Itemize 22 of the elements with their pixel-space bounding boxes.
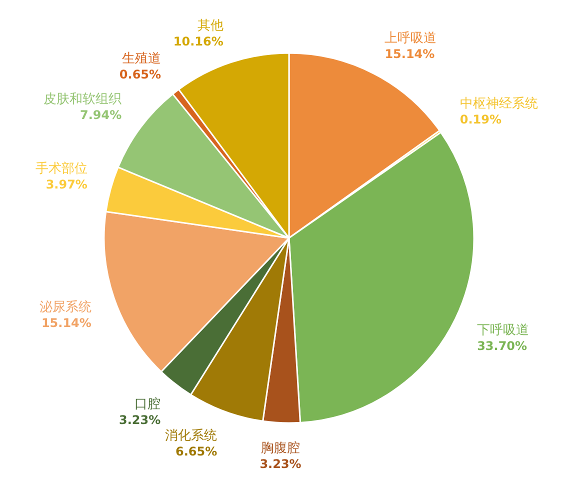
- slice-label: 手术部位: [35, 162, 88, 177]
- slice-label: 消化系统: [165, 428, 218, 444]
- data-label: 0.65%: [119, 68, 162, 82]
- data-label: 15.14%: [384, 47, 435, 62]
- slice-label: 泌尿系统: [39, 300, 92, 316]
- slice-label: 其他: [197, 18, 224, 34]
- data-label: 7.94%: [80, 108, 122, 122]
- slice-label: 上呼吸道: [384, 31, 437, 46]
- slice-label: 生殖道: [122, 52, 162, 67]
- data-label: 3.23%: [119, 412, 161, 427]
- slice-label: 皮肤和软组织: [44, 92, 122, 107]
- slice-label: 胸腹腔: [261, 440, 300, 456]
- data-label: 0.19%: [460, 112, 502, 127]
- data-label: 3.97%: [46, 178, 88, 192]
- data-label: 15.14%: [41, 316, 92, 330]
- slice-label: 口腔: [134, 396, 161, 412]
- data-label: 10.16%: [173, 34, 224, 49]
- slice-label: 中枢神经系统: [460, 96, 538, 112]
- data-label: 3.23%: [260, 456, 302, 471]
- slice-label: 下呼吸道: [477, 323, 530, 338]
- data-label: 33.70%: [477, 339, 528, 354]
- data-label: 6.65%: [176, 444, 218, 458]
